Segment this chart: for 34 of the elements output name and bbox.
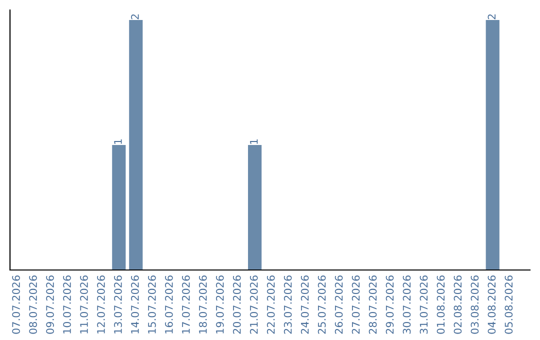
x-tick-label: 13.07.2026 [114, 276, 122, 334]
x-tick-label: 17.07.2026 [182, 276, 190, 334]
data-label: 2 [488, 14, 496, 20]
x-tick-label: 12.07.2026 [97, 276, 105, 334]
x-tick-label: 23.07.2026 [284, 276, 292, 334]
x-tick-label: 20.07.2026 [232, 276, 241, 334]
x-tick-label: 29.07.2026 [386, 276, 394, 334]
x-tick-label: 03.08.2026 [470, 276, 479, 334]
x-tick-label: 25.07.2026 [318, 276, 326, 334]
data-label: 2 [131, 14, 139, 20]
x-tick-label: 21.07.2026 [250, 276, 258, 334]
x-tick-label: 28.07.2026 [368, 276, 377, 334]
x-tick-label: 19.07.2026 [216, 276, 224, 334]
data-label: 1 [250, 139, 258, 144]
x-tick-label: 05.08.2026 [504, 276, 513, 334]
data-label: 1 [114, 139, 122, 144]
x-tick-label: 27.07.2026 [352, 276, 360, 334]
x-tick-label: 16.07.2026 [165, 276, 173, 334]
x-tick-label: 04.08.2026 [488, 276, 496, 334]
x-tick-label: 09.07.2026 [46, 276, 54, 334]
x-tick-label: 18.07.2026 [198, 276, 207, 334]
x-tick-label: 22.07.2026 [266, 276, 275, 334]
x-tick-label: 24.07.2026 [300, 276, 309, 334]
x-tick-label: 14.07.2026 [131, 276, 139, 334]
x-tick-label: 11.07.2026 [80, 276, 88, 334]
x-tick-label: 31.07.2026 [420, 276, 428, 334]
x-tick-label: 15.07.2026 [148, 276, 156, 334]
x-tick-label: 01.08.2026 [436, 276, 445, 334]
x-tick-label: 30.07.2026 [402, 276, 411, 334]
x-tick-label: 26.07.2026 [334, 276, 343, 334]
x-tick-label: 02.08.2026 [454, 276, 462, 334]
x-tick-label: 07.07.2026 [12, 276, 20, 334]
x-tick-label: 08.07.2026 [29, 276, 37, 334]
x-tick-label: 10.07.2026 [63, 276, 71, 334]
